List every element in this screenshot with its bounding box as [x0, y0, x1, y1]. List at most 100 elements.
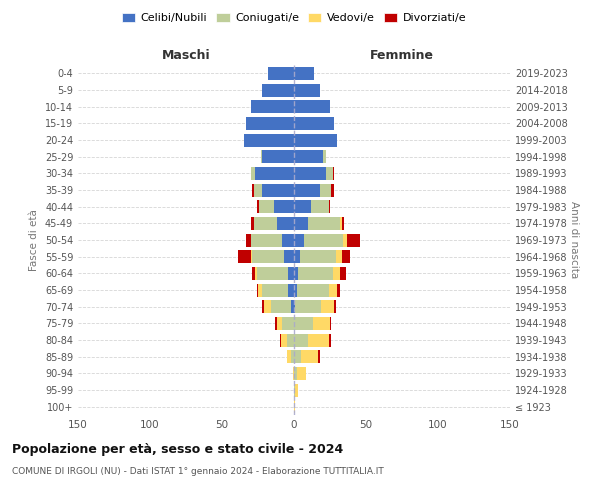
Bar	[271, 300, 291, 313]
Bar	[294, 217, 308, 230]
Bar	[294, 117, 334, 130]
Bar	[320, 184, 331, 196]
Bar	[284, 250, 294, 263]
Bar	[255, 267, 257, 280]
Bar	[244, 134, 294, 146]
Bar	[295, 300, 322, 313]
Bar	[336, 250, 341, 263]
Bar	[322, 300, 334, 313]
Bar	[319, 350, 320, 363]
Bar	[262, 300, 264, 313]
Bar	[294, 267, 298, 280]
Bar	[340, 267, 346, 280]
Bar	[337, 284, 340, 296]
Bar	[304, 234, 343, 246]
Bar	[347, 234, 360, 246]
Bar	[294, 367, 297, 380]
Bar	[334, 300, 336, 313]
Text: Popolazione per età, sesso e stato civile - 2024: Popolazione per età, sesso e stato civil…	[12, 442, 343, 456]
Bar	[333, 167, 334, 180]
Bar	[294, 184, 320, 196]
Bar	[255, 167, 294, 180]
Bar	[257, 200, 259, 213]
Text: Femmine: Femmine	[370, 48, 434, 62]
Bar	[268, 67, 294, 80]
Text: COMUNE DI IRGOLI (NU) - Dati ISTAT 1° gennaio 2024 - Elaborazione TUTTITALIA.IT: COMUNE DI IRGOLI (NU) - Dati ISTAT 1° ge…	[12, 468, 384, 476]
Bar	[294, 150, 323, 163]
Bar	[340, 217, 341, 230]
Bar	[313, 317, 330, 330]
Bar	[283, 234, 294, 246]
Bar	[294, 317, 313, 330]
Bar	[294, 400, 295, 413]
Bar	[297, 284, 329, 296]
Bar	[291, 300, 294, 313]
Bar	[258, 284, 262, 296]
Bar	[251, 100, 294, 113]
Bar	[262, 84, 294, 96]
Bar	[259, 200, 274, 213]
Bar	[329, 334, 331, 346]
Bar	[311, 200, 329, 213]
Bar	[329, 200, 330, 213]
Bar	[247, 234, 251, 246]
Text: Maschi: Maschi	[161, 48, 211, 62]
Bar	[251, 167, 255, 180]
Bar	[280, 334, 281, 346]
Legend: Celibi/Nubili, Coniugati/e, Vedovi/e, Divorziati/e: Celibi/Nubili, Coniugati/e, Vedovi/e, Di…	[118, 8, 470, 28]
Bar	[333, 267, 340, 280]
Bar	[343, 234, 347, 246]
Bar	[323, 150, 326, 163]
Bar	[294, 84, 320, 96]
Bar	[298, 267, 333, 280]
Bar	[308, 334, 329, 346]
Bar	[294, 234, 304, 246]
Bar	[341, 250, 350, 263]
Bar	[297, 367, 305, 380]
Bar	[294, 284, 297, 296]
Y-axis label: Anni di nascita: Anni di nascita	[569, 202, 579, 278]
Bar	[294, 167, 326, 180]
Bar	[288, 267, 294, 280]
Bar	[252, 267, 255, 280]
Bar	[257, 267, 288, 280]
Bar	[254, 184, 262, 196]
Bar	[301, 350, 319, 363]
Bar	[277, 217, 294, 230]
Bar	[294, 67, 314, 80]
Bar	[252, 250, 284, 263]
Bar	[262, 284, 288, 296]
Bar	[275, 317, 277, 330]
Bar	[291, 350, 294, 363]
Bar	[294, 200, 311, 213]
Y-axis label: Fasce di età: Fasce di età	[29, 209, 39, 271]
Bar	[283, 317, 294, 330]
Bar	[294, 300, 295, 313]
Bar	[251, 250, 252, 263]
Bar	[330, 317, 331, 330]
Bar	[300, 250, 336, 263]
Bar	[277, 317, 283, 330]
Bar	[294, 100, 330, 113]
Bar	[257, 284, 258, 296]
Bar	[341, 217, 344, 230]
Bar	[287, 350, 291, 363]
Bar	[264, 300, 271, 313]
Bar	[251, 217, 254, 230]
Bar	[294, 134, 337, 146]
Bar	[294, 350, 301, 363]
Bar	[294, 250, 300, 263]
Bar	[331, 184, 334, 196]
Bar	[247, 117, 294, 130]
Bar	[252, 184, 254, 196]
Bar	[254, 217, 277, 230]
Bar	[262, 150, 294, 163]
Bar	[293, 367, 294, 380]
Bar	[287, 334, 294, 346]
Bar	[251, 234, 283, 246]
Bar	[294, 384, 295, 396]
Bar	[308, 217, 340, 230]
Bar	[261, 150, 262, 163]
Bar	[295, 384, 298, 396]
Bar	[238, 250, 251, 263]
